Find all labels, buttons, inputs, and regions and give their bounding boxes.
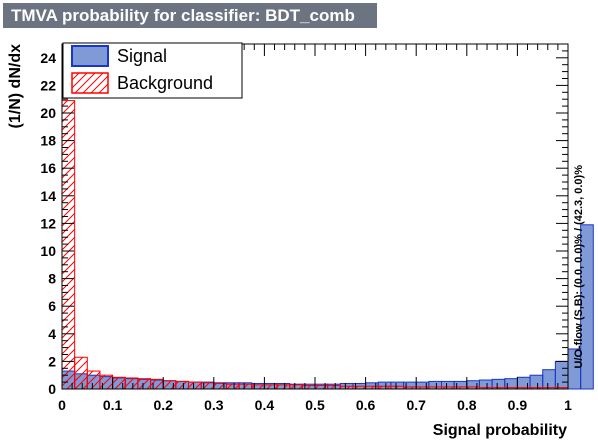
background-bin <box>61 100 76 390</box>
x-tick-label: 0.1 <box>103 397 123 413</box>
plot-frame-bg <box>62 44 568 389</box>
chart-title: TMVA probability for classifier: BDT_com… <box>11 6 355 25</box>
legend-signal-label: Signal <box>117 46 167 66</box>
x-tick-label: 0.6 <box>356 397 376 413</box>
legend-background-label: Background <box>117 73 213 93</box>
background-bin <box>200 382 215 390</box>
background-bin <box>301 385 316 390</box>
background-bin <box>276 384 291 390</box>
y-tick-label: 8 <box>48 271 56 287</box>
y-tick-label: 16 <box>40 160 56 176</box>
y-tick-label: 24 <box>40 50 56 66</box>
y-axis-title: (1/N) dN/dx <box>7 44 24 129</box>
x-tick-label: 0.4 <box>255 397 275 413</box>
background-bin <box>225 383 240 390</box>
overflow-label: U/O-flow (S,B): (0.0, 0.0)% / (42.3, 0.0… <box>573 165 585 369</box>
x-tick-label: 0 <box>58 397 66 413</box>
background-bin <box>137 378 152 390</box>
background-bin <box>175 380 190 390</box>
y-tick-label: 10 <box>40 243 56 259</box>
y-tick-label: 14 <box>40 188 56 204</box>
background-bin <box>150 378 164 390</box>
y-tick-label: 20 <box>40 105 56 121</box>
x-tick-label: 0.2 <box>153 397 173 413</box>
x-tick-label: 0.5 <box>305 397 325 413</box>
legend: Signal Background <box>62 42 243 99</box>
legend-background-swatch <box>71 72 109 94</box>
x-tick-label: 0.3 <box>204 397 224 413</box>
x-tick-label: 0.8 <box>457 397 477 413</box>
background-bin <box>327 385 341 390</box>
y-tick-label: 2 <box>48 353 56 369</box>
background-bin <box>112 376 126 390</box>
background-bin <box>74 356 88 390</box>
x-tick-label: 1 <box>564 397 572 413</box>
background-bin <box>289 384 303 390</box>
x-axis-title: Signal probability <box>433 422 567 439</box>
background-bin <box>213 382 227 390</box>
signal-bin <box>580 224 594 390</box>
background-bin <box>124 377 139 390</box>
background-bin <box>99 374 114 390</box>
y-tick-label: 6 <box>48 298 56 314</box>
title-box: TMVA probability for classifier: BDT_com… <box>3 3 377 28</box>
legend-signal-swatch <box>71 45 109 67</box>
background-histogram <box>61 100 569 390</box>
background-bin <box>251 384 265 390</box>
background-bin <box>86 370 101 390</box>
y-tick-label: 4 <box>48 326 56 342</box>
background-bin <box>188 381 202 390</box>
x-tick-label: 0.7 <box>406 397 426 413</box>
background-bin <box>314 385 329 390</box>
y-tick-label: 12 <box>40 215 56 231</box>
y-tick-label: 0 <box>48 381 56 397</box>
y-tick-label: 22 <box>40 77 56 93</box>
background-bin <box>238 383 253 390</box>
background-bin <box>162 380 177 390</box>
x-tick-label: 0.9 <box>508 397 528 413</box>
y-tick-label: 18 <box>40 133 56 149</box>
background-bin <box>263 384 278 390</box>
